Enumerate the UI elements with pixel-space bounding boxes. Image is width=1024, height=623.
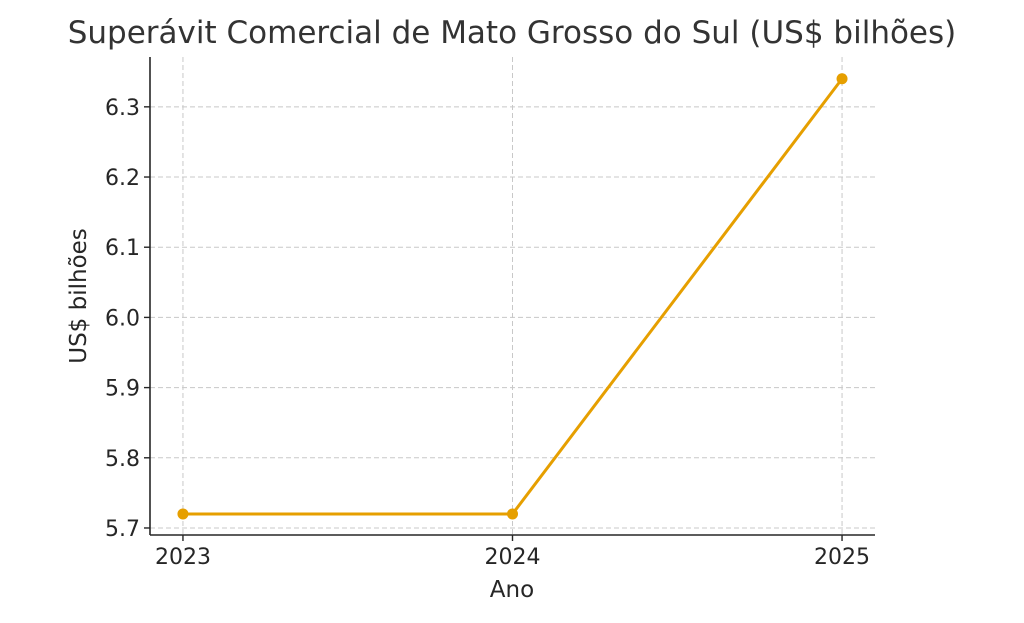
series-line — [182, 77, 844, 516]
x-tick-label: 2023 — [155, 545, 211, 570]
series — [177, 73, 848, 520]
chart-title: Superávit Comercial de Mato Grosso do Su… — [68, 15, 957, 51]
y-tick-label: 6.0 — [105, 306, 140, 331]
data-point — [177, 508, 189, 520]
x-tick-label: 2025 — [814, 545, 870, 570]
x-axis-label: Ano — [490, 577, 534, 603]
x-tick-label: 2024 — [485, 545, 541, 570]
data-point — [836, 73, 848, 85]
data-point — [507, 508, 518, 520]
ticks: 5.7 5.8 5.9 6.0 6.1 6.2 6.3 2023 2024 2025 — [105, 96, 870, 570]
y-tick-label: 5.7 — [105, 517, 140, 542]
y-tick-label: 6.2 — [105, 166, 140, 191]
axes — [149, 57, 875, 536]
y-axis-label: US$ bilhões — [66, 228, 92, 364]
grid — [150, 57, 875, 535]
y-tick-label: 5.9 — [105, 377, 140, 402]
y-tick-label: 6.1 — [105, 236, 140, 261]
y-tick-label: 6.3 — [105, 96, 140, 121]
y-tick-label: 5.8 — [105, 447, 140, 472]
